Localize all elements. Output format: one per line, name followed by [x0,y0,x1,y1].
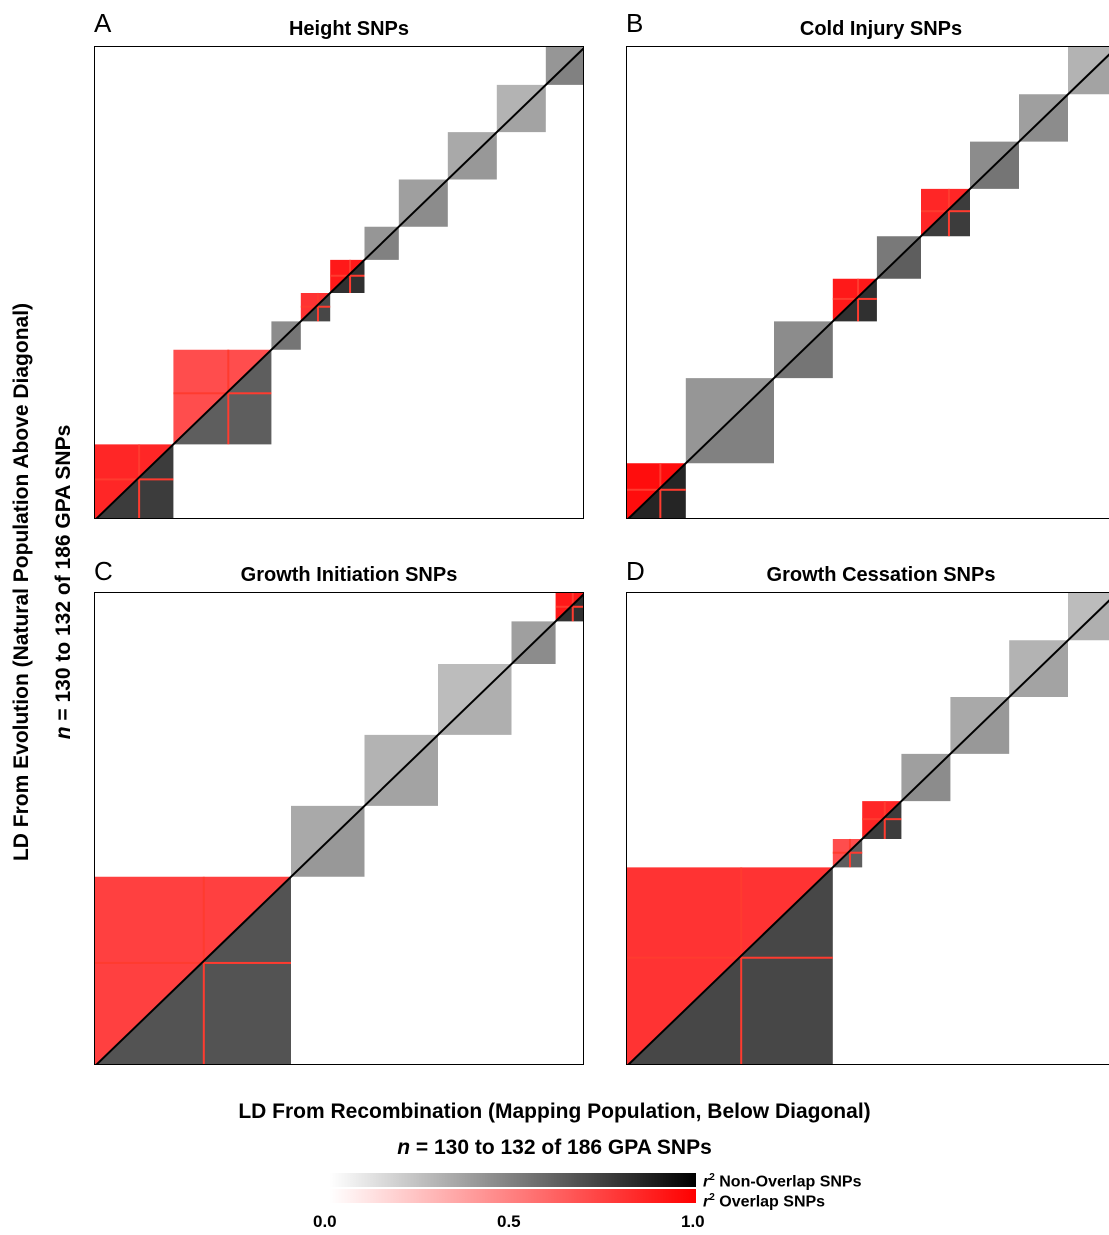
heatmap-a-svg [95,47,583,518]
x-axis-title-n: n [397,1136,411,1159]
overlap-stripe-v-0 [659,463,662,518]
ld-block-above-3 [901,753,951,802]
ld-block-above-6 [970,141,1019,189]
panel-title-b: Cold Injury SNPs [799,18,963,40]
panel-letter-c: C [94,556,113,586]
overlap-stripe-v-3 [857,278,860,322]
heatmap-c [94,592,584,1065]
cb-nonoverlap-r: r [703,1173,710,1191]
colorbar-non-overlap [330,1173,696,1187]
colorbar-tick-2: 1.0 [681,1212,705,1231]
colorbar-tick-0: 0.0 [313,1212,337,1231]
heatmap-c-svg [95,593,583,1064]
cb-overlap-text: Overlap SNPs [714,1193,826,1211]
overlap-stripe-h-0 [95,961,291,964]
panel-letter-a: A [94,8,112,38]
diagonal-line [95,47,583,518]
ld-block-below-2 [774,321,833,379]
panel-letter-d: D [626,556,645,586]
heatmap-b [626,46,1109,519]
diagonal-line [627,53,1109,518]
overlap-stripe-h-0 [627,956,833,959]
heatmap-d-svg [627,593,1109,1064]
y-axis-title-line2: n = 130 to 132 of 186 GPA SNPs [52,82,76,1082]
ld-block-above-6 [1068,593,1109,641]
cb-nonoverlap-sup: 2 [709,1172,715,1183]
overlap-stripe-v-5 [947,188,950,237]
panel-title-d: Growth Cessation SNPs [766,564,996,586]
ld-block-above-3 [438,663,512,735]
overlap-stripe-h-1 [173,392,272,395]
overlap-stripe-v-0 [138,444,141,518]
cb-nonoverlap-text: Non-Overlap SNPs [714,1173,862,1191]
ld-block-above-8 [1068,47,1109,95]
y-axis-title-line2-text: = 130 to 132 of 186 GPA SNPs [52,424,75,727]
ld-block-above-4 [876,236,921,279]
overlap-stripe-v-0 [202,876,205,1064]
ld-block-above-2 [862,801,902,839]
cb-overlap-sup: 2 [709,1192,715,1203]
ld-block-above-7 [1019,94,1068,142]
y-axis-title-n: n [52,726,75,740]
diagonal-line [627,599,1109,1064]
panel-title-a: Height SNPs [288,18,410,40]
x-axis-title-line2-text: = 130 to 132 of 186 GPA SNPs [410,1136,712,1159]
overlap-stripe-v-1 [227,349,230,445]
heatmap-a [94,46,584,519]
heatmap-d [626,592,1109,1065]
overlap-stripe-v-0 [740,867,743,1064]
colorbar-tick-1: 0.5 [497,1212,521,1231]
diagonal-line [95,593,583,1064]
overlap-stripe-h-0 [95,478,174,481]
cb-overlap-r: r [703,1193,710,1211]
colorbar-overlap [330,1189,696,1203]
y-axis-title-line1: LD From Evolution (Natural Population Ab… [10,302,33,862]
heatmap-b-svg [627,47,1109,518]
colorbar-label-overlap: r2 Overlap SNPs [703,1192,825,1211]
panel-letter-b: B [626,8,644,38]
ld-block-above-3 [832,278,877,322]
panel-title-c: Growth Initiation SNPs [240,564,458,586]
overlap-stripe-h-0 [627,488,686,491]
x-axis-title-line1: LD From Recombination (Mapping Populatio… [238,1100,871,1123]
x-axis-title-line2: n = 130 to 132 of 186 GPA SNPs [0,1136,1109,1160]
colorbar-label-non-overlap: r2 Non-Overlap SNPs [703,1172,862,1191]
